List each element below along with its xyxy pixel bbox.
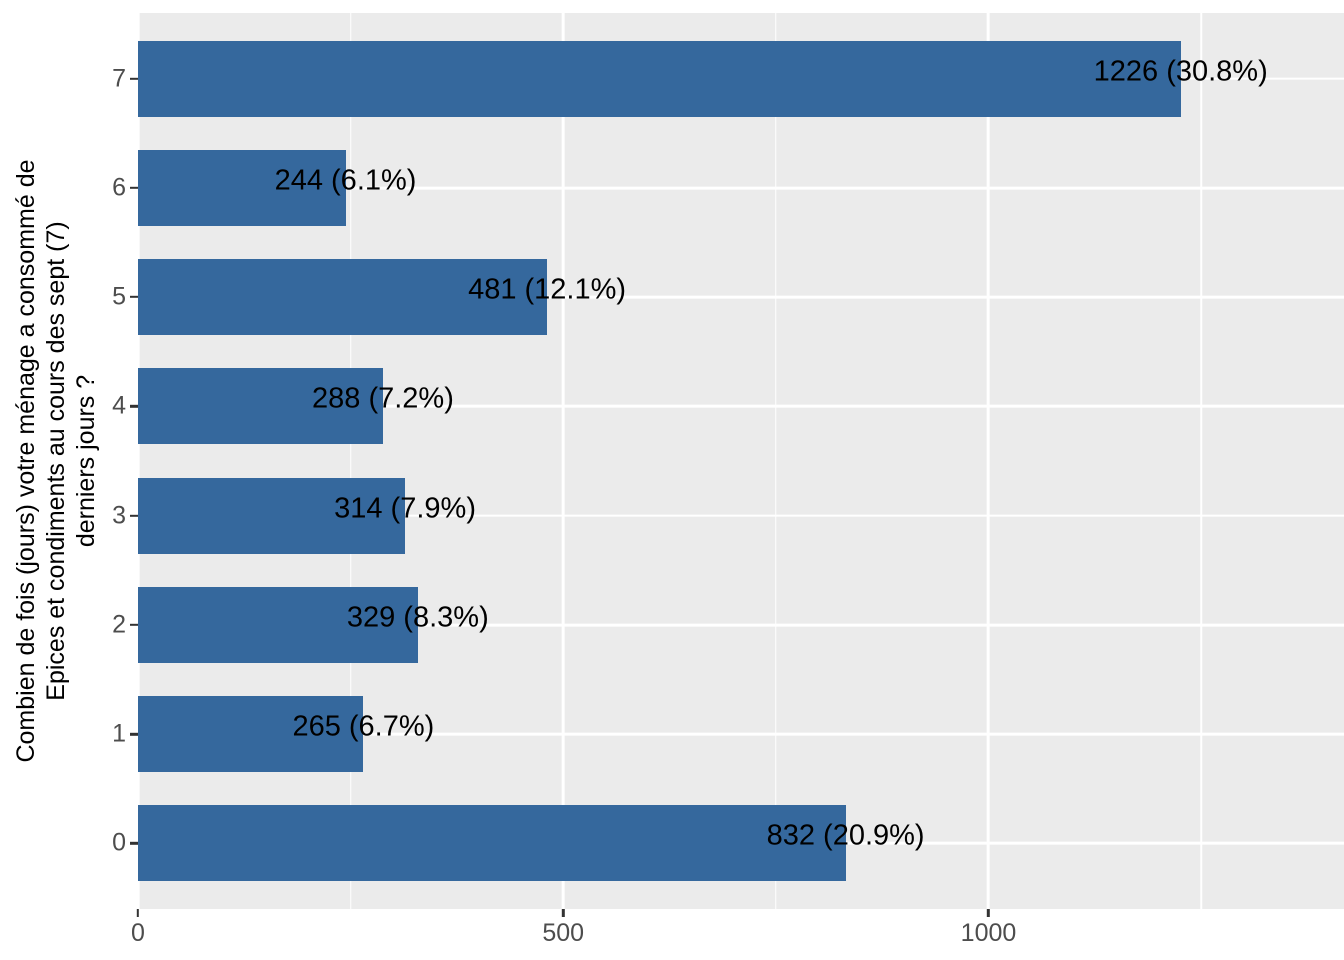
- y-tick-label: 3: [112, 501, 126, 530]
- y-tick-label: 6: [112, 173, 126, 202]
- y-tick-mark: [130, 186, 138, 190]
- x-tick-mark: [136, 909, 140, 917]
- y-axis-title-line: Epices et condiments au cours des sept (…: [42, 221, 70, 701]
- x-tick-mark: [987, 909, 990, 917]
- y-tick-label: 1: [112, 719, 126, 748]
- grid-major-horizontal: [138, 186, 1344, 190]
- x-tick-label: 0: [131, 919, 145, 947]
- bar-value-label: 329 (8.3%): [346, 601, 489, 634]
- bar: [138, 477, 406, 554]
- grid-major-horizontal: [138, 514, 1344, 517]
- grid-minor-vertical: [349, 13, 352, 909]
- bar-value-label: 1226 (30.8%): [1093, 55, 1268, 88]
- bar: [138, 149, 346, 226]
- plot-panel: [138, 13, 1344, 909]
- y-tick-mark: [130, 405, 138, 408]
- y-tick-mark: [130, 842, 138, 845]
- x-tick-mark: [562, 909, 565, 917]
- bar: [138, 259, 548, 336]
- y-tick-mark: [130, 77, 138, 80]
- y-tick-mark: [130, 295, 138, 299]
- grid-major-horizontal: [138, 732, 1344, 736]
- bar: [138, 805, 846, 882]
- grid-major-horizontal: [138, 405, 1344, 408]
- bar-value-label: 244 (6.1%): [274, 164, 417, 197]
- grid-major-horizontal: [138, 295, 1344, 299]
- grid-major-vertical: [987, 13, 990, 909]
- y-axis-title-line: derniers jours ?: [72, 374, 100, 548]
- grid-major-vertical: [138, 13, 140, 909]
- y-tick-label: 4: [112, 391, 126, 420]
- bar: [138, 40, 1181, 117]
- y-tick-mark: [130, 732, 138, 736]
- grid-minor-vertical: [1200, 13, 1202, 909]
- y-tick-mark: [130, 623, 138, 627]
- y-tick-label: 2: [112, 610, 126, 639]
- bar-value-label: 314 (7.9%): [334, 492, 476, 525]
- bar-value-label: 265 (6.7%): [292, 710, 435, 743]
- y-axis-title-line: Combien de fois (jours) votre ménage a c…: [12, 159, 40, 763]
- bar: [138, 696, 364, 773]
- y-tick-label: 5: [112, 282, 126, 311]
- bar: [138, 586, 418, 663]
- x-tick-label: 500: [542, 919, 585, 947]
- x-tick-label: 1000: [960, 919, 1017, 947]
- y-tick-label: 0: [112, 828, 126, 857]
- y-axis-title: Combien de fois (jours) votre ménage a c…: [11, 0, 101, 931]
- bar-value-label: 832 (20.9%): [766, 819, 925, 852]
- bar-value-label: 481 (12.1%): [468, 273, 627, 306]
- grid-major-horizontal: [138, 623, 1344, 627]
- grid-major-vertical: [561, 13, 565, 909]
- bar-value-label: 288 (7.2%): [312, 382, 454, 415]
- grid-minor-vertical: [775, 13, 777, 909]
- y-tick-mark: [130, 514, 138, 517]
- y-tick-label: 7: [112, 64, 126, 93]
- bar: [138, 368, 383, 445]
